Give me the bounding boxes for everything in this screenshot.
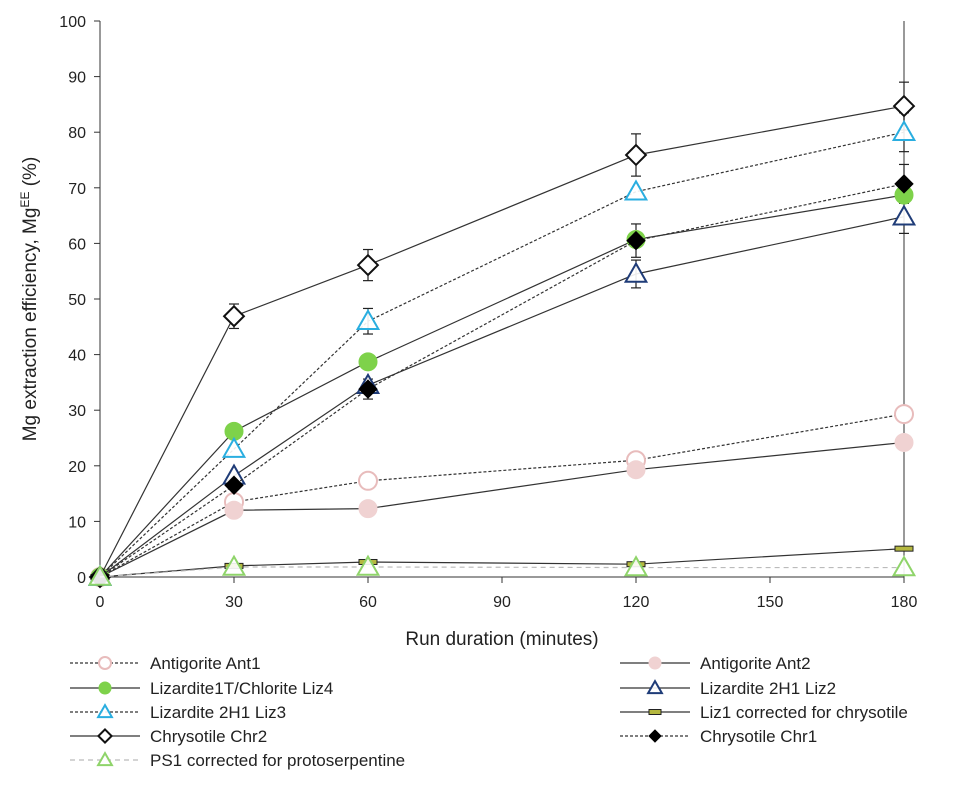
x-tick-label: 0 (96, 594, 105, 611)
y-tick-label: 50 (68, 292, 86, 309)
data-point (648, 729, 662, 743)
y-tick-label: 90 (68, 70, 86, 87)
legend-item: Lizardite 2H1 Liz2 (620, 679, 836, 698)
y-tick-label: 10 (68, 514, 86, 531)
data-point (87, 564, 113, 586)
data-point (891, 204, 917, 226)
data-point (623, 555, 649, 577)
legend-label: Chrysotile Chr2 (150, 727, 267, 746)
series-antigorite-ant1 (90, 404, 914, 587)
y-tick-label: 30 (68, 403, 86, 420)
legend-label: Lizardite1T/Chlorite Liz4 (150, 679, 333, 698)
data-point (626, 460, 646, 480)
data-point (646, 679, 664, 695)
legend-label: Chrysotile Chr1 (700, 727, 817, 746)
tick-labels: 0 10 20 30 40 50 60 70 80 90 100 0 30 60 90 120 150 180 (59, 14, 917, 611)
legend-label: Lizardite 2H1 Liz2 (700, 679, 836, 698)
data-point (358, 379, 378, 399)
legend-item: Chrysotile Chr2 (70, 727, 267, 746)
data-point (648, 656, 662, 670)
y-tick-label: 100 (59, 14, 86, 31)
series-lizardite-2h1-liz2 (87, 204, 917, 586)
legend-label: Lizardite 2H1 Liz3 (150, 703, 286, 722)
data-point (894, 545, 914, 552)
series-lizardite-2h1-liz3 (87, 119, 917, 586)
data-point (358, 499, 378, 519)
data-point (623, 179, 649, 201)
legend-label: Liz1 corrected for chrysotile (700, 703, 908, 722)
series-chrysotile-chr1 (90, 174, 914, 587)
y-tick-label: 40 (68, 348, 86, 365)
error-bars (229, 81, 909, 400)
x-tick-label: 150 (757, 594, 784, 611)
data-point (221, 436, 247, 458)
y-axis-title-superscript: EE (18, 192, 32, 208)
series-line (99, 216, 905, 578)
series-line (99, 413, 905, 578)
data-point (648, 709, 662, 715)
y-tick-label: 80 (68, 125, 86, 142)
data-point (355, 554, 381, 576)
series-liz1-corrected-for-chrysotile (90, 545, 914, 580)
data-point (96, 727, 114, 745)
y-axis-title-main: Mg extraction efficiency, Mg (20, 208, 41, 442)
series-line (99, 566, 904, 578)
x-tick-label: 180 (891, 594, 918, 611)
series-line (99, 548, 905, 578)
y-tick-label: 0 (77, 570, 86, 587)
y-tick-label: 70 (68, 181, 86, 198)
y-tick-label: 60 (68, 236, 86, 253)
data-point (358, 352, 378, 372)
data-point (626, 230, 646, 251)
legend-label: PS1 corrected for protoserpentine (150, 751, 405, 770)
data-point (96, 703, 114, 719)
series-line (99, 105, 905, 578)
data-point (891, 119, 917, 141)
data-point (224, 500, 244, 520)
data-point (98, 681, 112, 695)
legend-item: Antigorite Ant2 (620, 654, 811, 673)
series-line (99, 131, 905, 578)
series-line (99, 194, 905, 578)
data-point (894, 404, 914, 425)
legend-item: Lizardite 2H1 Liz3 (70, 703, 286, 722)
data-point (98, 656, 112, 670)
y-axis-title-suffix: (%) (20, 157, 41, 192)
y-axis-title: Mg extraction efficiency, MgEE (%) (18, 157, 41, 442)
data-point (892, 94, 916, 118)
x-tick-label: 120 (623, 594, 650, 611)
legend-label: Antigorite Ant2 (700, 654, 811, 673)
legend-item: Lizardite1T/Chlorite Liz4 (70, 679, 333, 698)
y-tick-label: 20 (68, 459, 86, 476)
data-point (221, 554, 247, 576)
x-axis-title: Run duration (minutes) (405, 629, 598, 650)
legend-item: Chrysotile Chr1 (620, 727, 817, 746)
x-tick-label: 90 (493, 594, 511, 611)
data-point (96, 751, 114, 767)
legend-item: PS1 corrected for protoserpentine (70, 751, 405, 770)
legend-item: Antigorite Ant1 (70, 654, 261, 673)
series-ps1-corrected-for-protoserpentine (87, 554, 917, 586)
series-lizardite1t-chlorite-liz4 (90, 185, 914, 587)
series-chrysotile-chr2 (88, 94, 916, 589)
legend: Antigorite Ant1 Antigorite Ant2 Lizardite1… (70, 654, 908, 770)
legend-item: Liz1 corrected for chrysotile (620, 703, 908, 722)
data-point (356, 253, 380, 277)
data-point (891, 555, 917, 577)
legend-label: Antigorite Ant1 (150, 654, 261, 673)
x-tick-label: 60 (359, 594, 377, 611)
data-point (894, 432, 914, 452)
data-point (623, 261, 649, 283)
data-point (358, 470, 378, 491)
data-point (222, 304, 246, 328)
data-point (894, 174, 914, 194)
x-tick-label: 30 (225, 594, 243, 611)
series-layer (87, 94, 917, 589)
data-point (624, 143, 648, 167)
data-point (355, 308, 381, 331)
data-point (224, 475, 244, 495)
